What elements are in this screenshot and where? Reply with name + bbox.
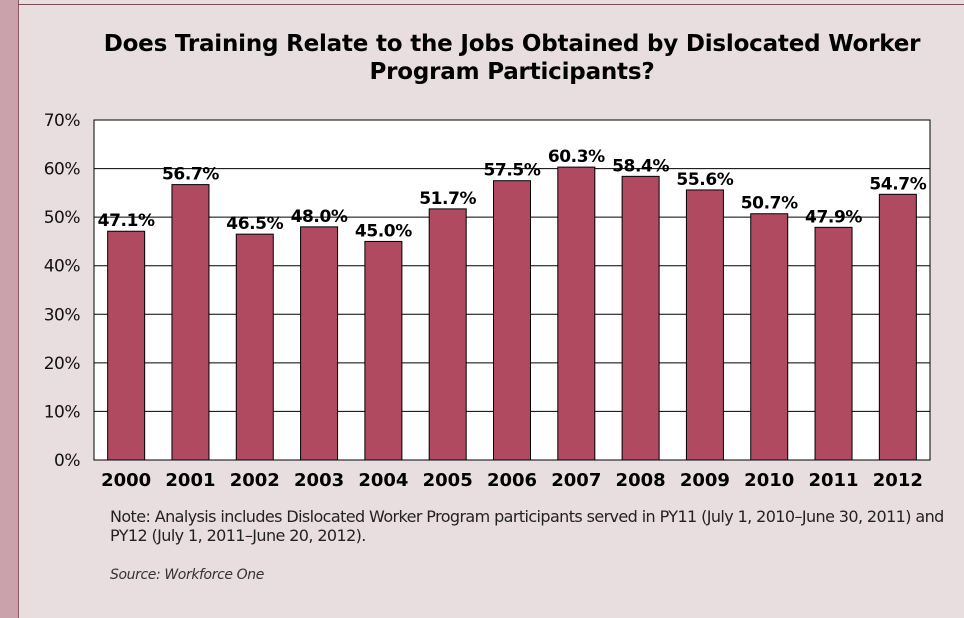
bar xyxy=(107,230,146,461)
x-tick-label: 2004 xyxy=(358,470,408,491)
bar xyxy=(878,193,917,461)
data-label: 54.7% xyxy=(869,174,926,194)
x-tick-label: 2009 xyxy=(680,470,730,491)
chart-title: Does Training Relate to the Jobs Obtaine… xyxy=(103,31,921,85)
bar xyxy=(814,226,853,461)
y-tick-label: 70% xyxy=(44,111,81,131)
x-tick-label: 2006 xyxy=(487,470,537,491)
x-tick-label: 2012 xyxy=(873,470,923,491)
bar xyxy=(428,208,467,461)
x-tick-label: 2000 xyxy=(101,470,151,491)
bar xyxy=(171,184,210,461)
y-tick-label: 10% xyxy=(44,402,81,422)
y-tick-label: 0% xyxy=(54,451,80,471)
left-border-line xyxy=(18,0,19,618)
bar xyxy=(750,213,789,461)
footnote: Note: Analysis includes Dislocated Worke… xyxy=(110,507,944,545)
x-tick-label: 2010 xyxy=(744,470,794,491)
bar xyxy=(235,233,274,461)
data-label: 47.9% xyxy=(805,207,862,227)
y-tick-label: 40% xyxy=(44,257,81,277)
data-label: 58.4% xyxy=(612,156,669,176)
y-tick-label: 30% xyxy=(44,305,81,325)
x-tick-label: 2011 xyxy=(808,470,858,491)
data-label: 60.3% xyxy=(548,147,605,167)
x-tick-label: 2002 xyxy=(230,470,280,491)
x-tick-label: 2007 xyxy=(551,470,601,491)
top-border-line xyxy=(18,4,964,5)
bar xyxy=(493,180,531,461)
data-label: 46.5% xyxy=(226,214,283,234)
bar xyxy=(685,189,724,461)
bar xyxy=(621,175,660,461)
y-tick-label: 20% xyxy=(44,354,81,374)
data-label: 51.7% xyxy=(419,189,476,209)
data-label: 45.0% xyxy=(355,221,412,241)
data-label: 57.5% xyxy=(484,161,541,181)
x-tick-label: 2005 xyxy=(423,470,473,491)
data-label: 56.7% xyxy=(162,165,219,185)
data-label: 50.7% xyxy=(741,194,798,214)
y-tick-label: 60% xyxy=(44,160,81,180)
bar xyxy=(557,166,596,461)
source-note: Source: Workforce One xyxy=(110,567,264,583)
data-label: 55.6% xyxy=(676,170,733,190)
x-tick-label: 2003 xyxy=(294,470,344,491)
data-label: 47.1% xyxy=(98,211,155,231)
x-tick-label: 2008 xyxy=(616,470,666,491)
x-tick-label: 2001 xyxy=(165,470,215,491)
bar xyxy=(300,226,339,461)
y-tick-label: 50% xyxy=(44,208,81,228)
data-label: 48.0% xyxy=(291,207,348,227)
bar xyxy=(364,240,403,461)
left-accent-bar xyxy=(0,0,18,618)
